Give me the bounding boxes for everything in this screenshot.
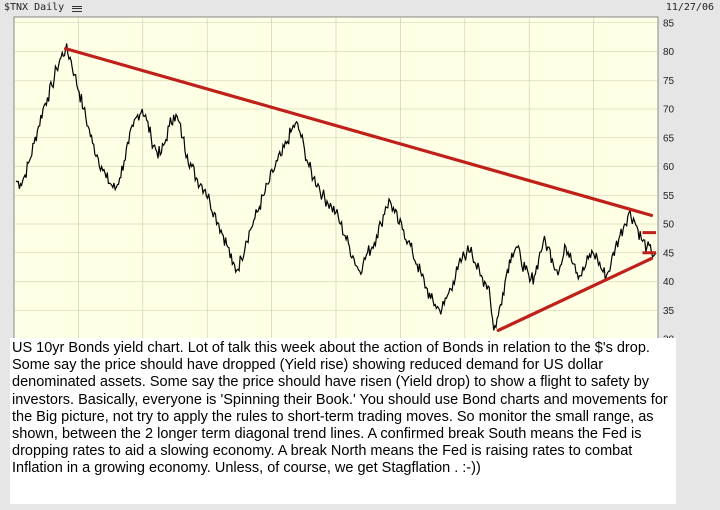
- trendline: [63, 47, 654, 217]
- ticker-label: $TNX Daily: [4, 2, 65, 13]
- y-tick-label: 35: [663, 306, 675, 317]
- y-axis: 85 80 75 70 65 60 55 50 45 40 35 30: [663, 18, 675, 340]
- y-tick-label: 45: [663, 248, 675, 259]
- trendline: [496, 256, 654, 332]
- y-tick-label: 30: [663, 335, 675, 341]
- y-tick-label: 70: [663, 105, 675, 116]
- y-tick-label: 50: [663, 220, 675, 231]
- chart-caption: US 10yr Bonds yield chart. Lot of talk t…: [10, 338, 676, 504]
- y-tick-label: 75: [663, 76, 675, 87]
- y-tick-label: 40: [663, 277, 675, 288]
- y-tick-label: 60: [663, 162, 675, 173]
- price-chart: 85 80 75 70 65 60 55 50 45 40 35 30: [13, 16, 675, 340]
- chart-header: $TNX Daily 11/27/06: [0, 0, 720, 17]
- yield-line: [15, 43, 657, 331]
- y-tick-label: 65: [663, 133, 675, 144]
- y-tick-label: 55: [663, 191, 675, 202]
- y-tick-label: 80: [663, 47, 675, 58]
- trendlines: [63, 47, 656, 332]
- y-tick-label: 85: [663, 18, 675, 29]
- menu-icon[interactable]: [72, 6, 82, 12]
- chart-date: 11/27/06: [665, 2, 714, 13]
